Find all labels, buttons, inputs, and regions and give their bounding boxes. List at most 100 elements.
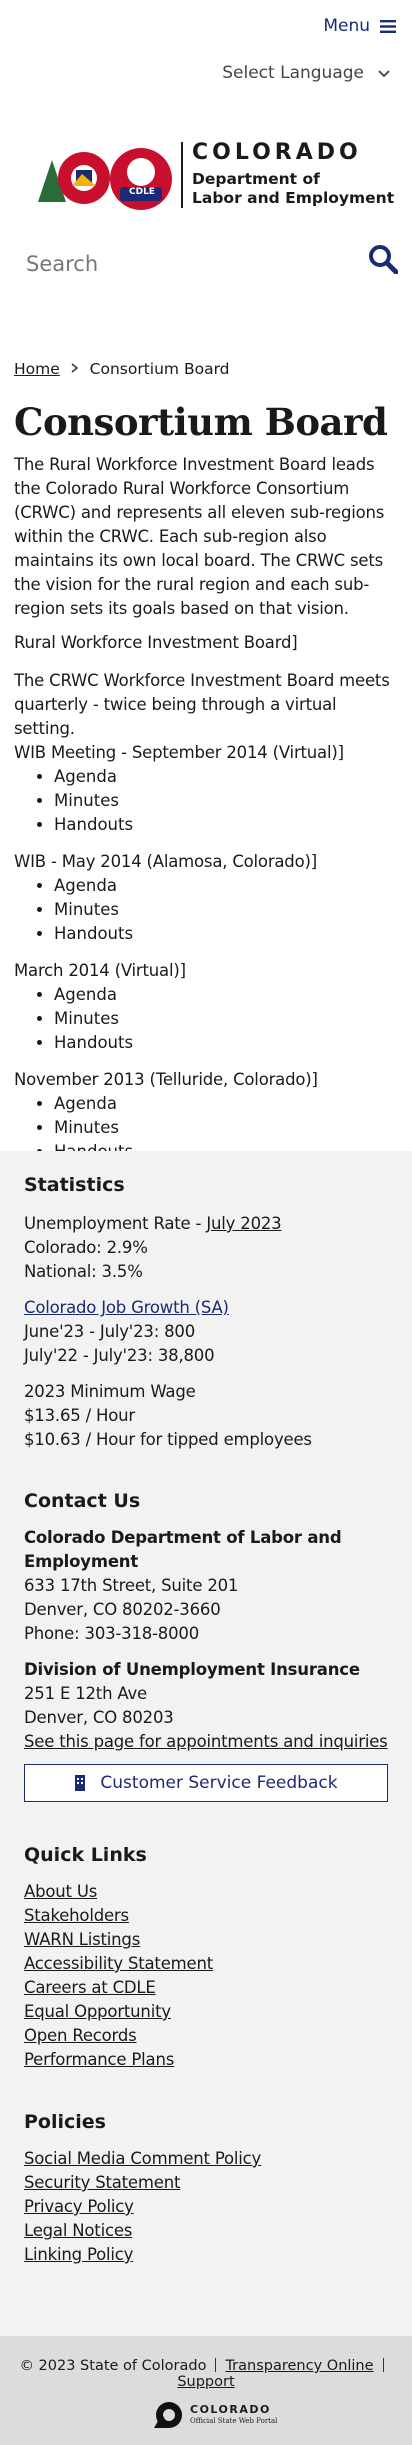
footer-link[interactable]: About Us [24,1882,98,1901]
footer-link[interactable]: Security Statement [24,2173,181,2192]
search-input[interactable]: Search [26,252,99,276]
menu-button[interactable]: Menu [323,16,370,36]
meeting-title: WIB - May 2014 (Alamosa, Colorado)] [14,852,317,871]
menu-bar: Menu [0,12,412,40]
logo-dept: Department of Labor and Employment [192,170,394,208]
dropdown-icon [378,70,390,78]
portal-icon [154,2402,182,2428]
meeting-item: Handouts [54,813,398,837]
language-select[interactable]: Select Language [0,60,412,88]
footer-link[interactable]: Privacy Policy [24,2197,134,2216]
search-icon[interactable] [368,244,398,274]
stat-line: National: 3.5% [24,1262,143,1281]
link-item: WARN Listings [24,1928,388,1952]
bottom-links: © 2023 State of Colorado Transparency Onl… [0,2358,412,2390]
portal-logo[interactable]: COLORADO Official State Web Portal [152,2400,282,2432]
section-heading: Contact Us [24,1490,141,1512]
search-bar: Search [0,242,412,286]
meeting-item: Minutes [54,1007,398,1031]
address-line: Phone: 303-318-8000 [24,1624,200,1643]
meeting-item: Agenda [54,983,398,1007]
org-address: 251 E 12th Ave Denver, CO 80203 [24,1682,388,1730]
footer-link[interactable]: Performance Plans [24,2050,175,2069]
link-item: Accessibility Statement [24,1952,388,1976]
footer-link[interactable]: Open Records [24,2026,137,2045]
policies: Policies Social Media Comment Policy Secu… [24,2109,388,2267]
link-list: About Us Stakeholders WARN Listings Accessi… [24,1880,388,2072]
bottom-link[interactable]: Transparency Online [225,2358,374,2374]
bottom-link[interactable]: Support [177,2374,235,2390]
org-address: 633 17th Street, Suite 201 Denver, CO 802… [24,1574,388,1646]
footer-link[interactable]: Linking Policy [24,2245,134,2264]
description: The CRWC Workforce Investment Board meet… [14,671,390,738]
intro: The Rural Workforce Investment Board lea… [14,455,385,618]
logo-graphic [38,148,172,210]
stat-group: 2023 Minimum Wage $13.65 / Hour $10.63 / H… [24,1380,388,1452]
stat-line: Unemployment Rate - July 2023 [24,1212,388,1236]
language-label: Select Language [222,63,364,83]
logo-divider [181,142,183,208]
footer-link[interactable]: Equal Opportunity [24,2002,171,2021]
meeting-item: Agenda [54,765,398,789]
meeting-title: WIB Meeting - September 2014 (Virtual)] [14,743,344,762]
stat-line: June'23 - July'23: 800 [24,1322,196,1341]
section-heading: Statistics [24,1174,125,1196]
meetings: WIB Meeting - September 2014 (Virtual)] A… [14,741,398,1164]
link-item: Equal Opportunity [24,2000,388,2024]
footer-link[interactable]: Legal Notices [24,2221,133,2240]
link-item: Social Media Comment Policy [24,2147,388,2171]
main-content: Consortium Board The Rural Workforce Inv… [14,396,398,1164]
menu-icon [380,20,396,33]
footer-link[interactable]: Accessibility Statement [24,1954,214,1973]
stat-line: July'22 - July'23: 38,800 [24,1346,215,1365]
address-line: Denver, CO 80202-3660 [24,1600,221,1619]
meeting-item-text: Minutes [54,791,119,810]
link-item: Legal Notices [24,2219,388,2243]
footer [0,1151,412,2336]
feedback-button[interactable]: Customer Service Feedback [24,1764,388,1802]
page-title: Consortium Board [14,400,388,444]
stat-link[interactable]: Colorado Job Growth (SA) [24,1298,229,1317]
org-name: Division of Unemployment Insurance [24,1660,360,1679]
stat-line: Colorado: 2.9% [24,1238,148,1257]
quick-links: Quick Links About Us Stakeholders WARN Lis… [24,1842,388,2072]
link-item: Privacy Policy [24,2195,388,2219]
meeting-item-text: Agenda [54,767,117,786]
address-line: 251 E 12th Ave [24,1684,148,1703]
meeting-item-text: Agenda [54,1094,117,1113]
logo-dept-line: Department of [192,170,320,188]
meeting-title: November 2013 (Telluride, Colorado)] [14,1070,318,1089]
logo-dept-line: Labor and Employment [192,189,395,207]
link-item: Open Records [24,2024,388,2048]
meeting-items: Agenda Minutes Handouts [14,874,398,946]
logo-badge: CDLE [129,187,155,197]
address-line: 633 17th Street, Suite 201 [24,1576,239,1595]
link-list: Social Media Comment Policy Security Stat… [24,2147,388,2267]
breadcrumb-link[interactable]: Home [14,360,60,378]
meeting-item: Handouts [54,922,398,946]
meeting-item: Minutes [54,1116,398,1140]
meeting-item-text: Agenda [54,876,117,895]
link-item: About Us [24,1880,388,1904]
meeting-title: March 2014 (Virtual)] [14,961,186,980]
logo-state: COLORADO [192,140,362,165]
breadcrumb: Home Consortium Board [14,358,412,380]
meeting-items: Agenda Minutes Handouts [14,983,398,1055]
stat-line: $10.63 / Hour for tipped employees [24,1430,312,1449]
meeting-item: Handouts [54,1031,398,1055]
footer-link[interactable]: Social Media Comment Policy [24,2149,262,2168]
stat-line: $13.65 / Hour [24,1406,135,1425]
meeting-item: Agenda [54,874,398,898]
stat-link[interactable]: July 2023 [206,1214,282,1233]
footer-link[interactable]: Careers at CDLE [24,1978,156,1997]
org-link-line: See this page for appointments and inqui… [24,1730,388,1754]
footer-link[interactable]: WARN Listings [24,1930,141,1949]
meeting-items: Agenda Minutes Handouts [14,765,398,837]
meeting-item-text: Agenda [54,985,117,1004]
link-item: Stakeholders [24,1904,388,1928]
logo[interactable]: CDLE COLORADO Department of Labor and Em… [0,140,412,212]
link-item: Security Statement [24,2171,388,2195]
org-name: Colorado Department of Labor and Employm… [24,1528,342,1571]
footer-link[interactable]: Stakeholders [24,1906,129,1925]
org-link[interactable]: See this page for appointments and inqui… [24,1732,388,1751]
